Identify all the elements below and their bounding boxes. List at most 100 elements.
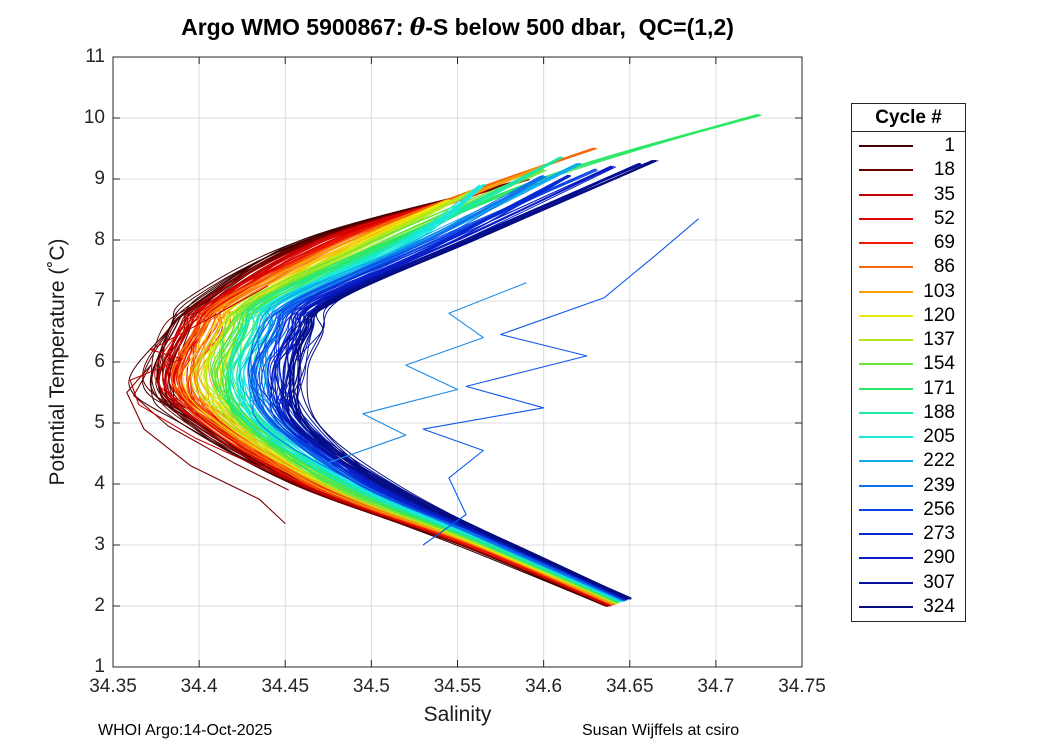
legend-entry-label: 86 <box>933 256 955 278</box>
footer-credit-left: WHOI Argo:14-Oct-2025 <box>98 722 273 739</box>
y-tick-label: 7 <box>94 290 105 311</box>
legend-entry: 188 <box>852 401 965 425</box>
legend-entry: 256 <box>852 498 965 522</box>
legend-entry: 137 <box>852 328 965 352</box>
legend-line-sample <box>859 387 913 390</box>
legend-box: Cycle # 1 18 35 52 69 86 103 120 137 154 171 188 205… <box>851 103 966 622</box>
x-tick-label: 34.4 <box>180 676 218 697</box>
legend-entry: 35 <box>852 183 965 207</box>
legend-entries: 1 18 35 52 69 86 103 120 137 154 171 188 205 222 239 25… <box>852 132 965 621</box>
legend-entry: 120 <box>852 304 965 328</box>
legend-line-sample <box>859 169 913 172</box>
y-tick-label: 10 <box>83 107 105 128</box>
legend-line-sample <box>859 605 913 608</box>
y-tick-label: 1 <box>94 656 105 677</box>
profile-curve-cycle-18 <box>142 178 610 607</box>
legend-entry: 205 <box>852 425 965 449</box>
legend-entry-label: 137 <box>923 329 955 351</box>
legend-line-sample <box>859 460 913 463</box>
y-tick-label: 6 <box>94 351 105 372</box>
profile-curve-cycle-137 <box>203 191 617 603</box>
legend-line-sample <box>859 339 913 342</box>
legend-entry: 171 <box>852 377 965 401</box>
legend-entry: 69 <box>852 231 965 255</box>
legend-entry-label: 1 <box>944 135 955 157</box>
legend-line-sample <box>859 145 913 148</box>
legend-entry-label: 18 <box>933 159 955 181</box>
legend-line-sample <box>859 193 913 196</box>
legend-entry-label: 307 <box>923 571 955 593</box>
legend-line-sample <box>859 314 913 317</box>
legend-entry-label: 222 <box>923 450 955 472</box>
legend-line-sample <box>859 508 913 511</box>
legend-entry: 154 <box>852 352 965 376</box>
legend-line-sample <box>859 217 913 220</box>
profile-curve-cycle-1 <box>128 181 608 607</box>
legend-entry: 103 <box>852 280 965 304</box>
y-tick-label: 9 <box>94 168 105 189</box>
legend-entry-label: 256 <box>923 498 955 520</box>
legend-entry-label: 188 <box>923 401 955 423</box>
chart-title: Argo WMO 5900867: θ-S below 500 dbar, QC… <box>113 14 802 41</box>
profile-curve-cycle-256 <box>253 168 627 600</box>
profile-curve-cycle-52 <box>158 197 610 606</box>
legend-entry-label: 290 <box>923 547 955 569</box>
chart-title-suffix: -S below 500 dbar, QC=(1,2) <box>425 14 734 40</box>
legend-entry: 273 <box>852 522 965 546</box>
x-tick-label: 34.45 <box>261 676 310 697</box>
x-tick-label: 34.55 <box>433 676 482 697</box>
profile-curve-cycle-324 <box>293 160 655 599</box>
chart-title-theta: θ <box>409 14 426 41</box>
legend-entry: 222 <box>852 449 965 473</box>
legend-entry: 18 <box>852 158 965 182</box>
legend-line-sample <box>859 242 913 245</box>
footer-credit-right: Susan Wijffels at csiro <box>582 722 740 739</box>
x-tick-label: 34.65 <box>605 676 654 697</box>
legend-line-sample <box>859 411 913 414</box>
x-axis-label: Salinity <box>423 703 492 726</box>
x-tick-label: 34.7 <box>697 676 735 697</box>
legend-entry: 290 <box>852 546 965 570</box>
legend-entry-label: 205 <box>923 426 955 448</box>
legend-line-sample <box>859 484 913 487</box>
legend-line-sample <box>859 363 913 366</box>
y-tick-label: 5 <box>94 412 105 433</box>
profile-curve-cycle-137 <box>195 190 617 604</box>
y-tick-label: 11 <box>85 46 105 67</box>
outlier-trace <box>328 282 527 464</box>
x-tick-label: 34.75 <box>778 676 826 697</box>
y-tick-label: 2 <box>94 595 105 616</box>
outlier-trace <box>129 285 372 512</box>
y-tick-label: 4 <box>94 473 105 494</box>
legend-line-sample <box>859 290 913 293</box>
legend-line-sample <box>859 581 913 584</box>
legend-entry-label: 120 <box>923 304 955 326</box>
legend-entry-label: 171 <box>923 377 955 399</box>
legend-line-sample <box>859 266 913 269</box>
legend-entry: 1 <box>852 134 965 158</box>
profile-curve-cycle-324 <box>284 159 655 600</box>
legend-entry-label: 35 <box>933 183 955 205</box>
legend-entry-label: 69 <box>933 232 955 254</box>
legend-entry-label: 273 <box>923 523 955 545</box>
y-tick-label: 8 <box>94 229 105 250</box>
legend-line-sample <box>859 436 913 439</box>
outlier-trace <box>126 364 289 525</box>
x-tick-label: 34.6 <box>525 676 563 697</box>
legend-entry: 239 <box>852 474 965 498</box>
x-tick-label: 34.5 <box>352 676 390 697</box>
legend-entry-label: 239 <box>923 474 955 496</box>
profile-curve-cycle-239 <box>252 176 623 601</box>
outlier-trace <box>422 218 699 546</box>
legend-entry-label: 103 <box>923 280 955 302</box>
profile-curve-cycle-205 <box>229 184 621 602</box>
chart-title-prefix: Argo WMO 5900867: <box>181 14 410 40</box>
legend-entry-label: 324 <box>923 595 955 617</box>
profile-curve-cycle-290 <box>269 165 629 599</box>
y-tick-label: 3 <box>94 534 105 555</box>
legend-line-sample <box>859 533 913 536</box>
legend-title: Cycle # <box>852 104 965 132</box>
profile-curve-cycle-120 <box>205 199 616 603</box>
x-tick-label: 34.35 <box>89 676 137 697</box>
